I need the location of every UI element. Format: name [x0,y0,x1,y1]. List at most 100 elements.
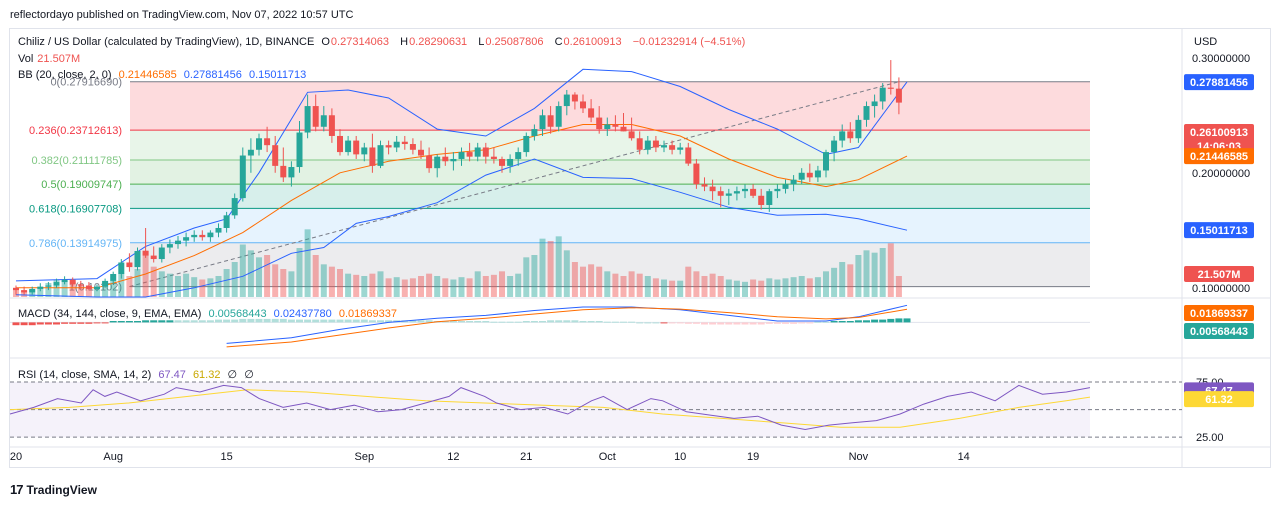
volume-bar [37,288,44,297]
volume-bar [150,266,157,297]
volume-bar [77,285,84,297]
volume-bar [661,279,667,297]
macd-histogram-bar [296,319,303,323]
candle-body [523,135,530,153]
volume-bar [466,278,473,297]
volume-bar [604,271,611,297]
macd-histogram-bar [555,320,563,323]
candle-body [207,232,214,238]
volume-bar [636,273,643,297]
candle-body [142,250,149,256]
volume-bar [766,278,773,297]
macd-histogram-bar [806,322,814,324]
candle-body [555,106,562,127]
symbol-title: Chiliz / US Dollar (calculated by Tradin… [18,36,315,48]
volume-legend: Vol 21.507M [18,53,84,65]
macd-histogram-bar [822,321,830,323]
volume-bar [223,269,230,297]
candle-body [239,155,246,199]
volume-bar [94,287,100,297]
macd-histogram-bar [887,318,895,323]
macd-histogram-bar [12,322,20,326]
macd-histogram-bar [814,321,822,323]
macd-histogram-bar [749,322,757,325]
macd-histogram-bar [603,321,611,323]
candle-body [652,140,659,148]
candle-body [733,191,740,194]
candle-body [798,172,805,180]
volume-bar [304,229,311,297]
volume-bar [669,280,676,297]
candle-body [701,184,708,187]
macd-histogram-bar [741,322,749,325]
candle-body [272,145,279,166]
macd-histogram-bar [166,320,174,323]
candle-body [312,106,319,127]
volume-bar [377,271,384,297]
candle-body [37,286,44,289]
volume-bar [685,266,692,297]
macd-histogram-bar [263,318,271,323]
volume-bar [490,274,497,297]
volume-bar [458,277,465,297]
candle-body [482,147,489,157]
bb-upper-tag-box [1184,74,1254,91]
volume-bar [507,276,514,297]
macd-histogram-bar [44,322,52,325]
candle-body [887,87,894,89]
close-price-tag-box [1184,124,1254,154]
candle-body [693,163,700,185]
volume-bar [717,276,724,297]
macd-histogram-bar [231,319,239,323]
volume-bar [612,273,619,297]
volume-bar [231,262,238,297]
fib-level-label: 0.5(0.19009747) [41,179,122,191]
candle-body [328,115,335,136]
volume-bar [166,273,173,297]
macd-histogram-bar [838,321,846,323]
volume-bar [628,271,635,297]
time-axis-tick: Aug [103,451,123,463]
chart-frame [9,28,1271,468]
macd-histogram-bar [142,320,150,323]
macd-histogram-bar [53,322,60,325]
volume-bar [256,257,262,297]
time-axis-tick: Nov [849,451,869,463]
macd-histogram-bar [206,320,214,323]
candle-body [166,244,173,248]
candle-body [53,282,60,286]
bb-label: BB (20, close, 2, 0) [18,69,112,81]
macd-histogram-bar [595,321,603,323]
macd-histogram-bar [368,320,376,323]
candle-body [790,179,797,185]
candle-body [45,285,52,287]
volume-bar [515,273,522,297]
volume-bar [677,280,684,297]
macd-hist-value: 0.00568443 [208,308,267,320]
change-value: −0.01232914 (−4.51%) [632,36,746,48]
macd-histogram-bar [652,322,660,324]
candle-body [458,152,465,159]
macd-histogram-bar [733,322,741,325]
candle-body [418,149,424,156]
low-label: L [478,36,485,48]
open-value: 0.27314063 [330,36,390,48]
candle-body [839,131,846,141]
volume-bar [733,280,740,297]
close-value: 0.26100913 [563,36,622,48]
macd-histogram-bar [134,321,141,323]
volume-bar [288,271,295,297]
candle-body [677,147,684,150]
tradingview-logo[interactable]: 17 TradingView [10,482,97,497]
macd-histogram-bar [692,322,700,324]
volume-bar [831,267,838,297]
volume-bar [563,250,570,297]
candle-body [531,129,538,136]
volume-bar [418,276,424,297]
symbol-legend: Chiliz / US Dollar (calculated by Tradin… [18,36,749,48]
candle-body [539,115,546,130]
candle-body [604,124,611,130]
candle-body [717,191,724,196]
candle-body [895,88,902,103]
